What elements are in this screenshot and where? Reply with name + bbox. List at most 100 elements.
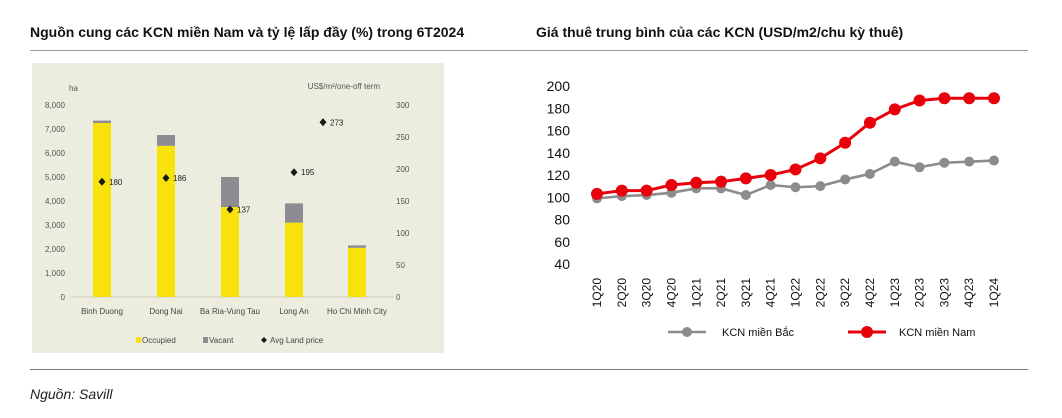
south-data-point (814, 152, 827, 165)
y2-axis-tick-label: 300 (396, 101, 410, 110)
x-axis-category-label: 3Q20 (640, 278, 654, 308)
land-price-label: 137 (237, 205, 251, 214)
y-axis-tick-label: 200 (547, 78, 571, 94)
y-axis-tick-label: 7,000 (45, 125, 66, 134)
legend-north-label: KCN miền Bắc (722, 326, 795, 339)
legend-vacant-label: Vacant (209, 336, 234, 345)
x-axis-category-label: Dong Nai (149, 307, 183, 316)
x-axis-category-label: 4Q22 (863, 278, 877, 308)
legend-north-marker (682, 327, 692, 337)
land-price-marker (162, 173, 170, 182)
supply-occupancy-chart: ha US$/m²/one-off term 0 1,000 2,000 3,000 4,0… (45, 82, 410, 345)
vacant-bar (348, 245, 366, 248)
south-data-point (665, 179, 678, 192)
x-axis-category-label: 3Q22 (838, 278, 852, 308)
header-divider (30, 50, 1028, 51)
occupied-bar (221, 207, 239, 297)
y-axis-tick-label: 0 (61, 293, 66, 302)
left-chart-title: Nguồn cung các KCN miền Nam và tỷ lệ lấp… (30, 24, 465, 40)
south-data-point (591, 187, 603, 200)
x-axis-category-label: Ba Ria-Vung Tau (200, 307, 260, 316)
x-axis-category-label: 1Q21 (689, 278, 703, 308)
y2-axis-tick-label: 150 (396, 197, 410, 206)
y2-axis-tick-label: 200 (396, 165, 410, 174)
land-price-label: 195 (301, 168, 315, 177)
x-axis-category-label: 4Q20 (664, 278, 678, 308)
land-price-marker (226, 205, 234, 214)
south-data-point (963, 92, 976, 105)
x-axis-category-label: 3Q21 (739, 278, 753, 308)
legend-occupied-swatch (136, 337, 141, 343)
x-axis-category-label: 4Q21 (764, 278, 778, 308)
south-data-point (938, 92, 951, 105)
south-data-point (839, 136, 852, 149)
north-data-point (765, 180, 776, 191)
vacant-bar (93, 120, 111, 123)
land-price-label: 180 (109, 178, 123, 187)
supply-occupancy-chart-panel: ha US$/m²/one-off term 0 1,000 2,000 3,000 4,0… (32, 63, 444, 353)
y-axis-tick-label: 160 (547, 123, 571, 139)
south-data-point (764, 169, 777, 181)
y2-axis-tick-label: 50 (396, 261, 405, 270)
vacant-bar (157, 135, 175, 146)
x-axis-category-label: 4Q23 (962, 278, 976, 308)
x-axis-category-label: 1Q23 (888, 278, 902, 308)
land-price-marker (290, 168, 298, 177)
occupied-bar (157, 145, 175, 297)
legend-occupied-label: Occupied (142, 336, 176, 345)
legend-land-price-marker (261, 337, 267, 343)
footer-divider (30, 369, 1028, 370)
north-data-point (864, 168, 875, 179)
south-data-point (715, 175, 728, 188)
y-axis-tick-label: 100 (547, 189, 571, 205)
south-data-point (888, 103, 901, 116)
occupied-bar (285, 222, 303, 297)
rent-price-chart: 40 60 80 100 120 140 160 180 200 1Q20 2Q20 3Q20 4Q20… (547, 78, 1001, 339)
north-data-point (914, 162, 925, 173)
x-axis-category-label: 1Q20 (590, 278, 604, 308)
y-axis-tick-label: 1,000 (45, 269, 66, 278)
y2-axis-tick-label: 100 (396, 229, 410, 238)
y-axis-tick-label: 80 (554, 212, 570, 228)
south-data-point (640, 184, 653, 197)
north-data-point (740, 190, 751, 201)
y-axis-tick-label: 3,000 (45, 221, 66, 230)
north-data-point (964, 156, 975, 167)
x-axis-category-label: 2Q21 (714, 278, 728, 308)
right-axis-unit: US$/m²/one-off term (308, 82, 381, 91)
source-note: Nguồn: Savill (30, 386, 113, 402)
y-axis-tick-label: 180 (547, 100, 571, 116)
legend-vacant-swatch (203, 337, 208, 343)
x-axis-category-label: 1Q22 (789, 278, 803, 308)
y2-axis-tick-label: 250 (396, 133, 410, 142)
y-axis-tick-label: 40 (554, 256, 570, 272)
vacant-bar (221, 177, 239, 207)
north-data-point (815, 181, 826, 192)
south-data-point (789, 163, 802, 176)
occupied-bar (93, 123, 111, 297)
rent-price-chart-panel: 40 60 80 100 120 140 160 180 200 1Q20 2Q20 3Q20 4Q20… (536, 66, 1016, 358)
x-axis-category-label: 1Q24 (987, 278, 1001, 308)
y-axis-tick-label: 5,000 (45, 173, 66, 182)
x-axis-category-label: 3Q23 (937, 278, 951, 308)
land-price-marker (98, 177, 106, 186)
north-data-point (989, 155, 999, 166)
south-data-point (615, 184, 628, 197)
legend-south-marker (861, 326, 873, 338)
north-data-point (790, 182, 801, 193)
vacant-bar (285, 203, 303, 223)
x-axis-category-label: Long An (279, 307, 308, 316)
x-axis-category-label: Ho Chi Minh City (327, 307, 387, 316)
land-price-label: 186 (173, 174, 187, 183)
x-axis-category-label: 2Q22 (813, 278, 827, 308)
x-axis-category-label: 2Q20 (615, 278, 629, 308)
south-data-point (863, 116, 876, 129)
right-chart-title: Giá thuê trung bình của các KCN (USD/m2/… (536, 24, 904, 40)
south-data-point (690, 176, 703, 189)
y-axis-tick-label: 2,000 (45, 245, 66, 254)
y-axis-tick-label: 60 (554, 234, 570, 250)
x-axis-category-label: Binh Duong (81, 307, 123, 316)
y-axis-tick-label: 4,000 (45, 197, 66, 206)
legend-south-label: KCN miền Nam (899, 327, 975, 339)
y-axis-tick-label: 8,000 (45, 101, 66, 110)
